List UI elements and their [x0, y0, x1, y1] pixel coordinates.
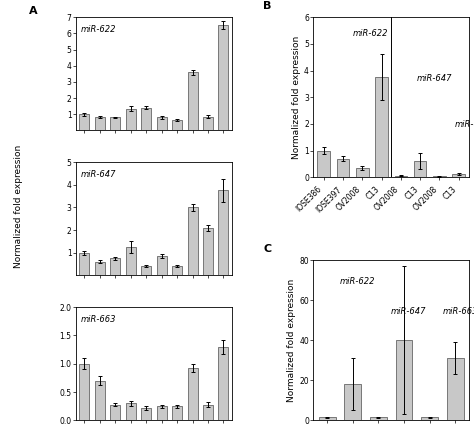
- Bar: [126, 403, 136, 420]
- Bar: [126, 109, 136, 130]
- Bar: [433, 176, 446, 177]
- Bar: [141, 266, 151, 275]
- Bar: [188, 208, 198, 275]
- Bar: [95, 381, 105, 420]
- Bar: [345, 384, 361, 420]
- Bar: [203, 228, 213, 275]
- Bar: [172, 266, 182, 275]
- Text: C: C: [263, 245, 271, 254]
- Bar: [188, 368, 198, 420]
- Text: miR-647: miR-647: [81, 170, 116, 179]
- Text: miR-622: miR-622: [353, 29, 388, 38]
- Text: miR-663: miR-663: [442, 308, 474, 317]
- Bar: [172, 120, 182, 130]
- Bar: [79, 114, 90, 130]
- Bar: [110, 258, 120, 275]
- Text: miR-647: miR-647: [391, 308, 427, 317]
- Text: miR-663: miR-663: [455, 120, 474, 129]
- Bar: [337, 158, 349, 177]
- Bar: [141, 408, 151, 420]
- Bar: [141, 108, 151, 130]
- Bar: [79, 253, 90, 275]
- Text: miR-622: miR-622: [81, 25, 116, 34]
- Bar: [79, 364, 90, 420]
- Bar: [219, 347, 228, 420]
- Bar: [172, 406, 182, 420]
- Bar: [318, 151, 330, 177]
- Bar: [396, 340, 412, 420]
- Bar: [375, 77, 388, 177]
- Bar: [95, 262, 105, 275]
- Bar: [452, 174, 465, 177]
- Text: miR-622: miR-622: [340, 278, 375, 287]
- Bar: [156, 406, 167, 420]
- Bar: [219, 190, 228, 275]
- Bar: [447, 358, 464, 420]
- Bar: [219, 25, 228, 130]
- Bar: [319, 417, 336, 420]
- Bar: [203, 117, 213, 130]
- Bar: [110, 405, 120, 420]
- Bar: [156, 118, 167, 130]
- Y-axis label: Normalized fold expression: Normalized fold expression: [287, 279, 296, 402]
- Text: miR-647: miR-647: [416, 74, 452, 83]
- Bar: [203, 405, 213, 420]
- Text: miR-663: miR-663: [81, 315, 116, 324]
- Bar: [414, 161, 427, 177]
- Bar: [126, 247, 136, 275]
- Bar: [156, 256, 167, 275]
- Bar: [95, 117, 105, 130]
- Text: B: B: [263, 1, 272, 11]
- Bar: [394, 176, 407, 177]
- Bar: [110, 118, 120, 130]
- Y-axis label: Normalized fold expression: Normalized fold expression: [292, 36, 301, 159]
- Text: Normalized fold expression: Normalized fold expression: [15, 144, 23, 268]
- Bar: [370, 417, 387, 420]
- Bar: [188, 72, 198, 130]
- Bar: [356, 168, 369, 177]
- Text: A: A: [29, 6, 37, 16]
- Bar: [421, 417, 438, 420]
